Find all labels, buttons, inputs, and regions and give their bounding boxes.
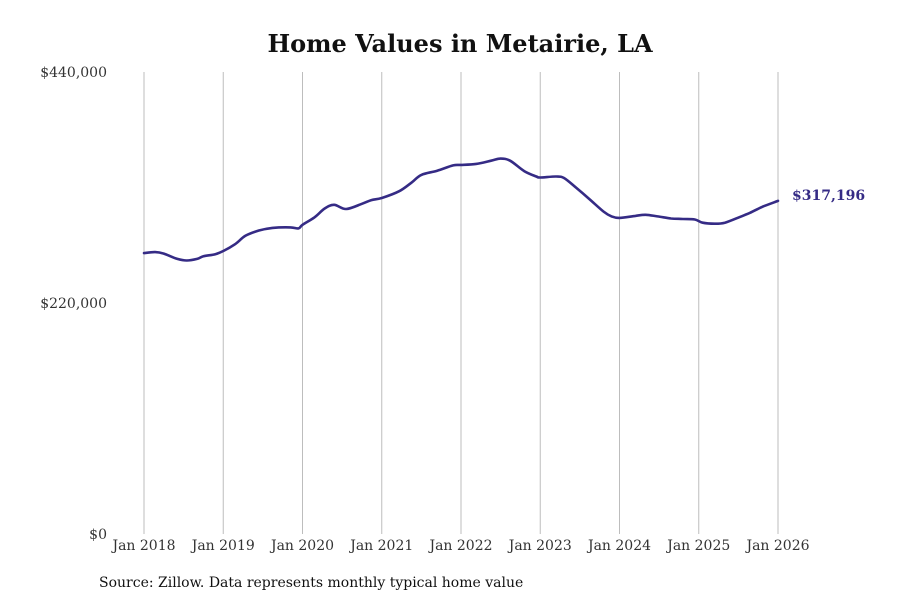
x-axis-ticks: Jan 2018 Jan 2019 Jan 2020 Jan 2021 Jan 2022…	[110, 538, 809, 554]
gridlines	[143, 72, 779, 534]
x-tick-label: Jan 2018	[110, 538, 175, 554]
x-tick-label: Jan 2025	[665, 538, 730, 554]
x-tick-label: Jan 2023	[507, 538, 572, 554]
x-tick-label: Jan 2022	[427, 538, 492, 554]
chart-title: Home Values in Metairie, LA	[267, 29, 653, 58]
y-tick-label: $440,000	[40, 65, 107, 81]
end-value-label: $317,196	[792, 188, 865, 204]
y-tick-label: $220,000	[40, 296, 107, 312]
series-layer: $317,196	[142, 157, 865, 262]
x-tick-label: Jan 2021	[348, 538, 413, 554]
x-tick-label: Jan 2020	[269, 538, 334, 554]
x-tick-label: Jan 2024	[586, 538, 651, 554]
y-axis-ticks: $0 $220,000 $440,000	[40, 65, 107, 543]
y-tick-label: $0	[89, 527, 107, 543]
x-tick-label: Jan 2026	[744, 538, 809, 554]
source-note: Source: Zillow. Data represents monthly …	[99, 575, 523, 591]
series-line	[142, 157, 780, 262]
x-tick-label: Jan 2019	[190, 538, 255, 554]
